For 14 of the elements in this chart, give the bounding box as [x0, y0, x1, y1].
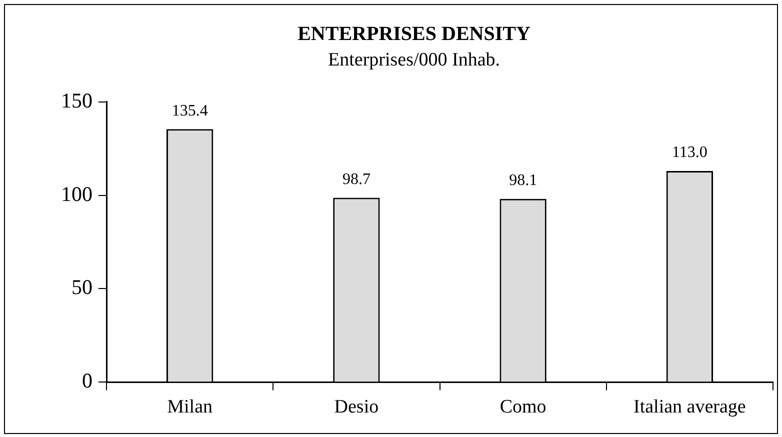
data-label: 113.0	[672, 144, 708, 162]
y-tick-label: 0	[82, 368, 92, 393]
chart-title: ENTERPRISES DENSITY	[298, 23, 531, 46]
chart-subtitle: Enterprises/000 Inhab.	[328, 49, 500, 70]
x-tick-label: Desio	[334, 396, 379, 418]
data-label: 98.1	[509, 172, 538, 190]
x-tick-label: Como	[500, 396, 546, 418]
data-label: 135.4	[172, 102, 208, 120]
y-tick-label: 100	[61, 182, 92, 206]
y-tick-label: 150	[61, 88, 92, 112]
data-label: 98.7	[342, 170, 370, 188]
y-tick-label: 50	[72, 275, 92, 300]
x-tick-label: Milan	[167, 396, 213, 418]
x-tick-label: Italian average	[634, 396, 746, 418]
